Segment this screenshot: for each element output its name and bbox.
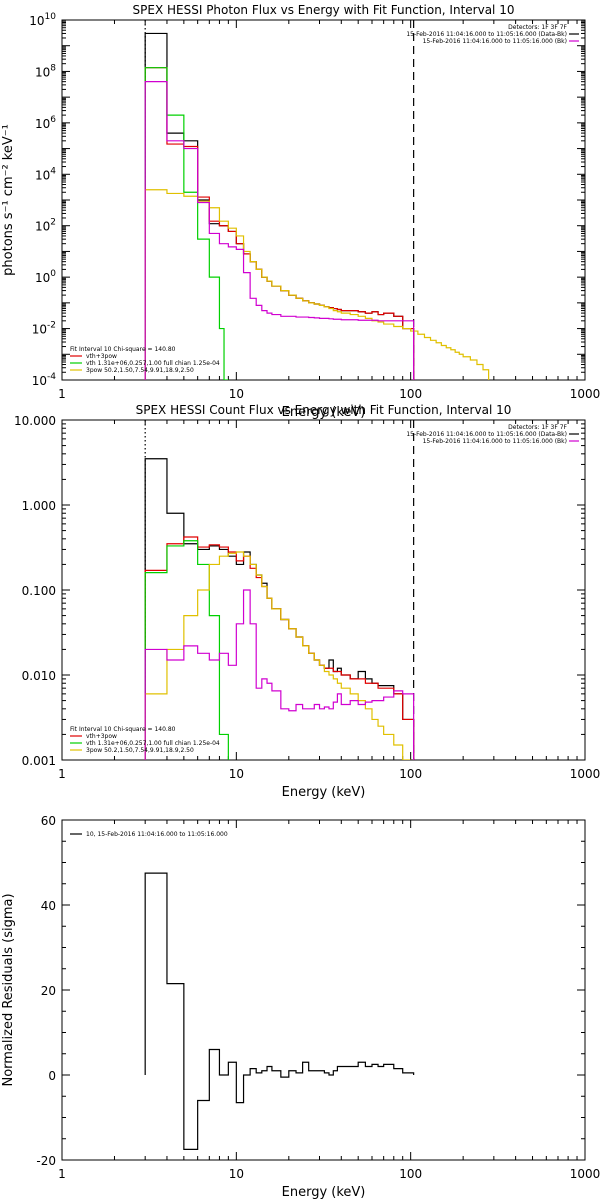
chart-panel-3: 1 10 100 1000 -20 0 20 40 60 Energy (keV) Normaliz… bbox=[1, 814, 600, 1200]
y-tick-label: 10-2 bbox=[32, 321, 56, 337]
x-tick-label: 10 bbox=[229, 767, 244, 781]
y-tick-label: 10.000 bbox=[14, 414, 56, 428]
series-line-3 bbox=[144, 540, 229, 760]
legend-entry: vth+3pow bbox=[86, 353, 117, 360]
legend-entry: vth+3pow bbox=[86, 733, 117, 740]
legend-entry: 15-Feb-2016 11:04:16.000 to 11:05:16.000… bbox=[423, 438, 567, 445]
x-tick-label: 100 bbox=[399, 387, 422, 401]
x-tick-label: 100 bbox=[399, 1167, 422, 1181]
y-axis-label: photons s⁻¹ cm⁻² keV⁻¹ bbox=[1, 124, 16, 276]
series-line-1 bbox=[144, 872, 415, 1150]
chart-title: SPEX HESSI Photon Flux vs Energy with Fi… bbox=[133, 3, 515, 17]
y-tick-label: 0.010 bbox=[22, 669, 56, 683]
y-tick-label: 20 bbox=[41, 984, 56, 998]
series-line-2 bbox=[144, 536, 415, 760]
chart-panel-2: 1 10 100 1000 0.001 0.010 0.100 1.000 10.000 SPEX… bbox=[14, 403, 600, 800]
plot-frame bbox=[61, 819, 586, 1161]
y-tick-label: 60 bbox=[41, 814, 56, 828]
y-tick-label: 40 bbox=[41, 899, 56, 913]
legend-entry: 3pow 50.2,1.50,7.54,9.91,18.9,2.50 bbox=[86, 747, 194, 754]
legend-bottom-left: Fit Interval 10 Chi-square = 140.80vth+3… bbox=[70, 726, 220, 754]
data-series-group bbox=[144, 458, 415, 760]
y-tick-label: 0.001 bbox=[22, 754, 56, 768]
series-line-4 bbox=[144, 189, 490, 380]
y-tick-label: -20 bbox=[36, 1154, 56, 1168]
legend-entry: 15-Feb-2016 11:04:16.000 to 11:05:16.000… bbox=[406, 431, 567, 438]
legend-entry: 10, 15-Feb-2016 11:04:16.000 to 11:05:16… bbox=[86, 831, 228, 838]
plot-frame bbox=[61, 19, 586, 381]
x-tick-label: 1000 bbox=[570, 767, 600, 781]
x-axis-label: Energy (keV) bbox=[282, 1185, 366, 1200]
y-tick-label: 100 bbox=[35, 269, 56, 285]
legend-entry: 3pow 50.2,1.50,7.54,9.91,18.9,2.50 bbox=[86, 367, 194, 374]
x-axis-label: Energy (keV) bbox=[282, 785, 366, 800]
y-tick-label: 1.000 bbox=[22, 499, 56, 513]
series-line-4 bbox=[144, 551, 411, 760]
legend-entry: Detectors: 1F 3F 7F bbox=[508, 424, 567, 431]
legend-entry: Fit Interval 10 Chi-square = 140.80 bbox=[70, 346, 176, 353]
x-tick-label: 1 bbox=[58, 1167, 66, 1181]
y-tick-label: 104 bbox=[35, 166, 56, 182]
y-tick-label: 10-4 bbox=[32, 372, 57, 388]
y-tick-label: 108 bbox=[35, 63, 56, 79]
chart-title: SPEX HESSI Count Flux vs Energy with Fit… bbox=[136, 403, 512, 417]
y-axis-label: Normalized Residuals (sigma) bbox=[1, 893, 16, 1086]
x-tick-label: 10 bbox=[229, 387, 244, 401]
x-tick-label: 1 bbox=[58, 387, 66, 401]
series-line-5 bbox=[144, 81, 415, 380]
legend-entry: 15-Feb-2016 11:04:16.000 to 11:05:16.000… bbox=[423, 38, 567, 45]
x-tick-label: 10 bbox=[229, 1167, 244, 1181]
legend-entry: 15-Feb-2016 11:04:16.000 to 11:05:16.000… bbox=[406, 31, 567, 38]
x-tick-label: 1000 bbox=[570, 387, 600, 401]
chart-panel-1: 1 10 100 1000 10-4 10-2 100 102 104 106 108 1010 SPE… bbox=[1, 3, 600, 420]
data-series-group bbox=[144, 872, 415, 1150]
y-tick-label: 106 bbox=[35, 115, 56, 131]
x-tick-label: 1000 bbox=[570, 1167, 600, 1181]
y-tick-label: 0.100 bbox=[22, 584, 56, 598]
legend-entry: vth 1.31e+06,0.257,1.00 full chian 1.25e… bbox=[86, 740, 220, 747]
y-tick-label: 0 bbox=[48, 1069, 56, 1083]
series-line-5 bbox=[144, 589, 415, 760]
x-axis-label: Energy (keV) bbox=[282, 405, 366, 420]
series-line-1 bbox=[144, 32, 415, 380]
legend-entry: Fit Interval 10 Chi-square = 140.80 bbox=[70, 726, 176, 733]
x-tick-label: 100 bbox=[399, 767, 422, 781]
y-tick-label: 102 bbox=[35, 218, 56, 234]
series-line-2 bbox=[144, 67, 415, 380]
y-tick-label: 1010 bbox=[29, 12, 56, 28]
x-tick-label: 1 bbox=[58, 767, 66, 781]
legend-bottom-left: Fit Interval 10 Chi-square = 140.80vth+3… bbox=[70, 346, 220, 374]
legend-entry: Detectors: 1F 3F 7F bbox=[508, 24, 567, 31]
legend-top-left: 10, 15-Feb-2016 11:04:16.000 to 11:05:16… bbox=[70, 831, 228, 838]
legend-entry: vth 1.31e+06,0.257,1.00 full chian 1.25e… bbox=[86, 360, 220, 367]
data-series-group bbox=[144, 32, 490, 380]
